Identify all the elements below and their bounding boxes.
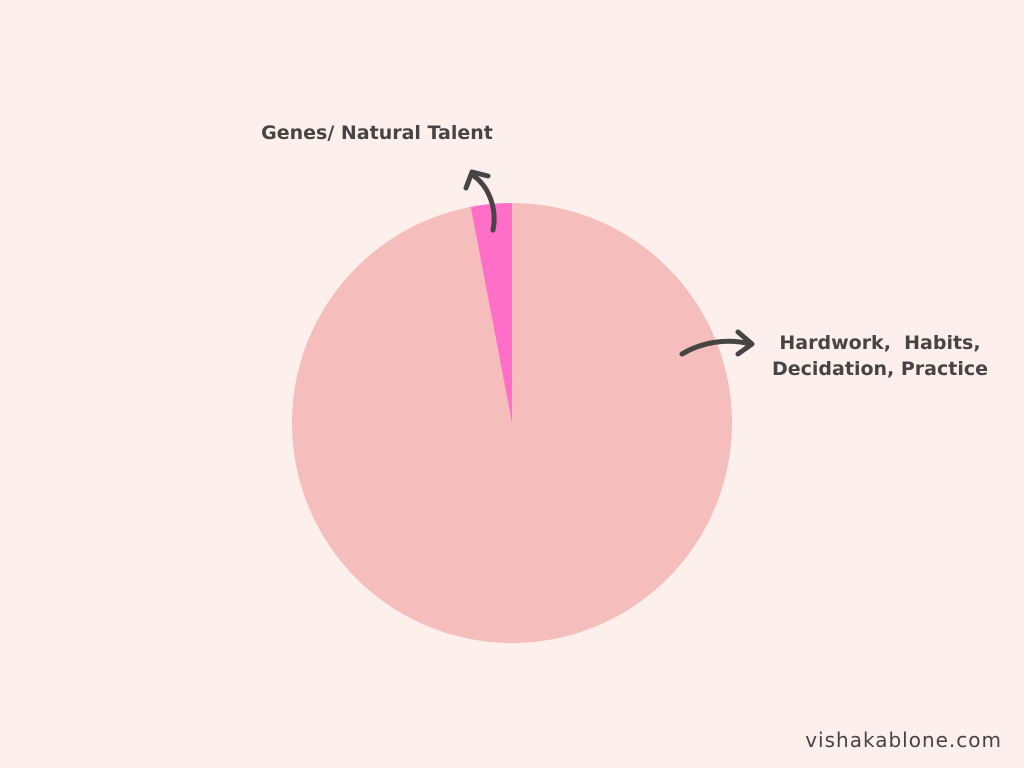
- pie-slice: [470, 203, 512, 423]
- arrow: [471, 173, 497, 233]
- pie: [292, 203, 733, 643]
- slice-label: Genes/ Natural Talent: [261, 122, 493, 144]
- slice-label: Hardwork, Habits, Decidation, Practice: [772, 332, 988, 380]
- arrow: [679, 338, 753, 357]
- arrow-head: [463, 169, 491, 191]
- arrow-head: [735, 329, 755, 357]
- source: vishakablone.com: [805, 728, 1002, 752]
- pie-slice: [292, 203, 733, 643]
